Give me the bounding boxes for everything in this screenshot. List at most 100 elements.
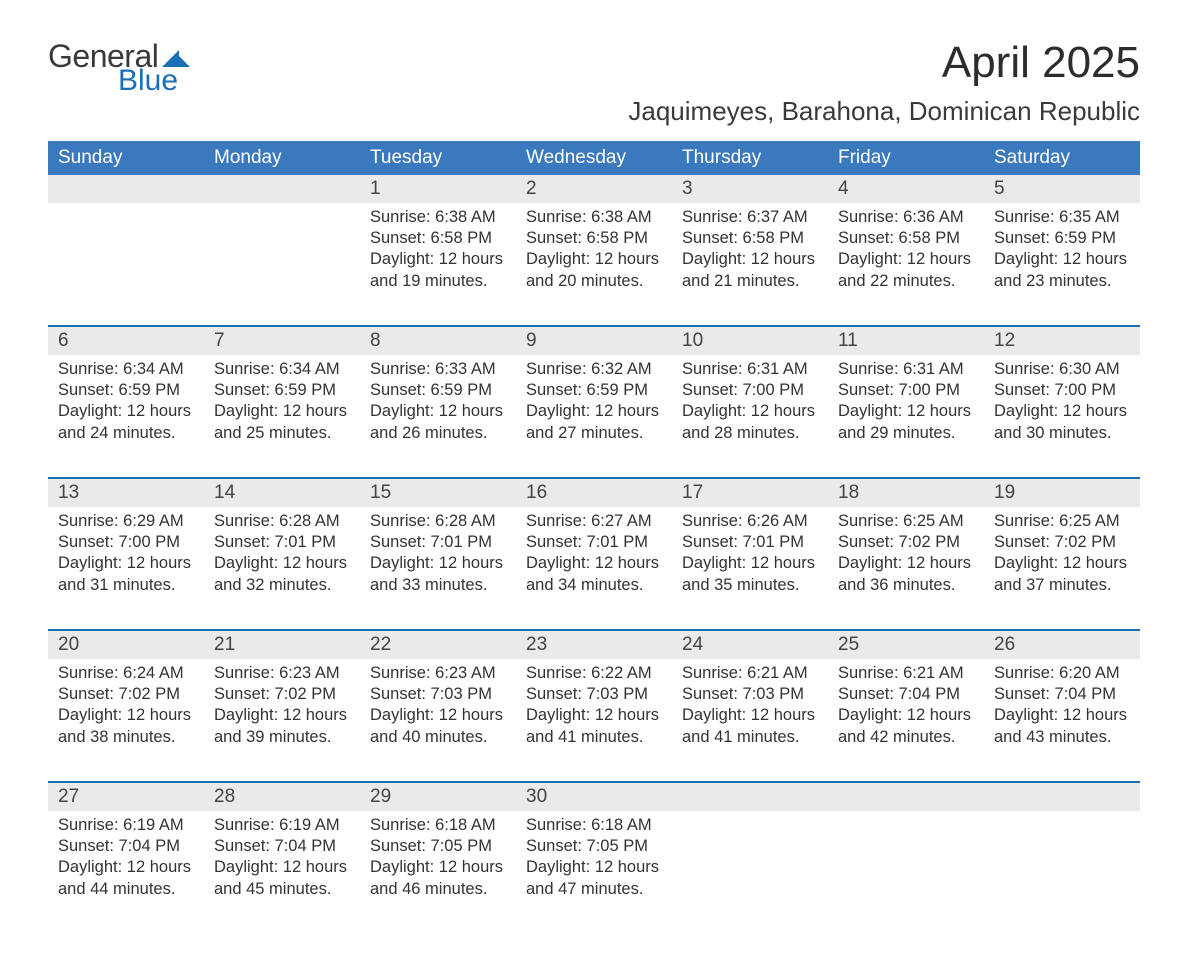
day-number: 13 xyxy=(48,479,204,507)
day-cell: Sunrise: 6:20 AMSunset: 7:04 PMDaylight:… xyxy=(984,659,1140,767)
daylight-line: Daylight: 12 hours and 19 minutes. xyxy=(370,249,506,291)
title-block: April 2025 Jaquimeyes, Barahona, Dominic… xyxy=(628,40,1140,141)
daylight-line: Daylight: 12 hours and 38 minutes. xyxy=(58,705,194,747)
sunset-line: Sunset: 7:01 PM xyxy=(370,532,506,553)
daylight-line: Daylight: 12 hours and 25 minutes. xyxy=(214,401,350,443)
sunrise-line: Sunrise: 6:34 AM xyxy=(214,359,350,380)
daybody-row: Sunrise: 6:34 AMSunset: 6:59 PMDaylight:… xyxy=(48,355,1140,463)
day-number: 1 xyxy=(360,175,516,203)
day-cell xyxy=(828,811,984,919)
daylight-line: Daylight: 12 hours and 30 minutes. xyxy=(994,401,1130,443)
daylight-line: Daylight: 12 hours and 31 minutes. xyxy=(58,553,194,595)
sunset-line: Sunset: 7:03 PM xyxy=(682,684,818,705)
weeks-container: 12345Sunrise: 6:38 AMSunset: 6:58 PMDayl… xyxy=(48,175,1140,919)
sunrise-line: Sunrise: 6:38 AM xyxy=(526,207,662,228)
daylight-line: Daylight: 12 hours and 20 minutes. xyxy=(526,249,662,291)
daylight-line: Daylight: 12 hours and 24 minutes. xyxy=(58,401,194,443)
day-cell: Sunrise: 6:29 AMSunset: 7:00 PMDaylight:… xyxy=(48,507,204,615)
sunrise-line: Sunrise: 6:19 AM xyxy=(214,815,350,836)
daylight-line: Daylight: 12 hours and 32 minutes. xyxy=(214,553,350,595)
dow-row: Sunday Monday Tuesday Wednesday Thursday… xyxy=(48,141,1140,175)
sunset-line: Sunset: 6:58 PM xyxy=(526,228,662,249)
sunrise-line: Sunrise: 6:36 AM xyxy=(838,207,974,228)
sunset-line: Sunset: 7:04 PM xyxy=(214,836,350,857)
sunrise-line: Sunrise: 6:23 AM xyxy=(370,663,506,684)
day-cell: Sunrise: 6:33 AMSunset: 6:59 PMDaylight:… xyxy=(360,355,516,463)
sunset-line: Sunset: 7:00 PM xyxy=(994,380,1130,401)
day-number: 29 xyxy=(360,783,516,811)
day-cell: Sunrise: 6:36 AMSunset: 6:58 PMDaylight:… xyxy=(828,203,984,311)
day-cell: Sunrise: 6:32 AMSunset: 6:59 PMDaylight:… xyxy=(516,355,672,463)
daylight-line: Daylight: 12 hours and 26 minutes. xyxy=(370,401,506,443)
daylight-line: Daylight: 12 hours and 34 minutes. xyxy=(526,553,662,595)
day-cell: Sunrise: 6:24 AMSunset: 7:02 PMDaylight:… xyxy=(48,659,204,767)
daylight-line: Daylight: 12 hours and 22 minutes. xyxy=(838,249,974,291)
day-cell xyxy=(672,811,828,919)
dow-thursday: Thursday xyxy=(672,141,828,175)
sunrise-line: Sunrise: 6:34 AM xyxy=(58,359,194,380)
sunset-line: Sunset: 7:02 PM xyxy=(58,684,194,705)
sunrise-line: Sunrise: 6:31 AM xyxy=(838,359,974,380)
week-row: 27282930Sunrise: 6:19 AMSunset: 7:04 PMD… xyxy=(48,781,1140,919)
day-number: 20 xyxy=(48,631,204,659)
sunrise-line: Sunrise: 6:21 AM xyxy=(838,663,974,684)
sunrise-line: Sunrise: 6:25 AM xyxy=(994,511,1130,532)
sunset-line: Sunset: 7:05 PM xyxy=(370,836,506,857)
sunset-line: Sunset: 7:00 PM xyxy=(682,380,818,401)
dow-saturday: Saturday xyxy=(984,141,1140,175)
day-cell: Sunrise: 6:38 AMSunset: 6:58 PMDaylight:… xyxy=(360,203,516,311)
day-cell: Sunrise: 6:21 AMSunset: 7:04 PMDaylight:… xyxy=(828,659,984,767)
sunset-line: Sunset: 7:02 PM xyxy=(838,532,974,553)
day-cell: Sunrise: 6:26 AMSunset: 7:01 PMDaylight:… xyxy=(672,507,828,615)
day-cell: Sunrise: 6:34 AMSunset: 6:59 PMDaylight:… xyxy=(204,355,360,463)
day-number: 2 xyxy=(516,175,672,203)
week-row: 13141516171819Sunrise: 6:29 AMSunset: 7:… xyxy=(48,477,1140,615)
day-number: 6 xyxy=(48,327,204,355)
day-cell: Sunrise: 6:23 AMSunset: 7:03 PMDaylight:… xyxy=(360,659,516,767)
sunrise-line: Sunrise: 6:28 AM xyxy=(370,511,506,532)
sunset-line: Sunset: 7:03 PM xyxy=(370,684,506,705)
day-number: 24 xyxy=(672,631,828,659)
sunset-line: Sunset: 6:59 PM xyxy=(526,380,662,401)
sunrise-line: Sunrise: 6:32 AM xyxy=(526,359,662,380)
sunset-line: Sunset: 7:00 PM xyxy=(838,380,974,401)
sunrise-line: Sunrise: 6:31 AM xyxy=(682,359,818,380)
day-number: 22 xyxy=(360,631,516,659)
daylight-line: Daylight: 12 hours and 40 minutes. xyxy=(370,705,506,747)
day-number: 4 xyxy=(828,175,984,203)
day-cell: Sunrise: 6:30 AMSunset: 7:00 PMDaylight:… xyxy=(984,355,1140,463)
sunrise-line: Sunrise: 6:19 AM xyxy=(58,815,194,836)
daybody-row: Sunrise: 6:29 AMSunset: 7:00 PMDaylight:… xyxy=(48,507,1140,615)
day-number: 17 xyxy=(672,479,828,507)
day-number: 8 xyxy=(360,327,516,355)
day-cell xyxy=(204,203,360,311)
week-row: 6789101112Sunrise: 6:34 AMSunset: 6:59 P… xyxy=(48,325,1140,463)
day-number xyxy=(984,783,1140,811)
daybody-row: Sunrise: 6:38 AMSunset: 6:58 PMDaylight:… xyxy=(48,203,1140,311)
sunset-line: Sunset: 6:59 PM xyxy=(994,228,1130,249)
daylight-line: Daylight: 12 hours and 37 minutes. xyxy=(994,553,1130,595)
day-number xyxy=(204,175,360,203)
sunrise-line: Sunrise: 6:21 AM xyxy=(682,663,818,684)
day-cell: Sunrise: 6:18 AMSunset: 7:05 PMDaylight:… xyxy=(516,811,672,919)
calendar: Sunday Monday Tuesday Wednesday Thursday… xyxy=(48,141,1140,919)
day-number: 7 xyxy=(204,327,360,355)
sunrise-line: Sunrise: 6:20 AM xyxy=(994,663,1130,684)
daylight-line: Daylight: 12 hours and 28 minutes. xyxy=(682,401,818,443)
day-number xyxy=(48,175,204,203)
daylight-line: Daylight: 12 hours and 43 minutes. xyxy=(994,705,1130,747)
day-number: 11 xyxy=(828,327,984,355)
day-number xyxy=(672,783,828,811)
sunset-line: Sunset: 6:59 PM xyxy=(58,380,194,401)
daynum-row: 20212223242526 xyxy=(48,631,1140,659)
daylight-line: Daylight: 12 hours and 33 minutes. xyxy=(370,553,506,595)
sunset-line: Sunset: 7:00 PM xyxy=(58,532,194,553)
daylight-line: Daylight: 12 hours and 46 minutes. xyxy=(370,857,506,899)
sunset-line: Sunset: 7:02 PM xyxy=(214,684,350,705)
sunset-line: Sunset: 7:04 PM xyxy=(994,684,1130,705)
sunrise-line: Sunrise: 6:27 AM xyxy=(526,511,662,532)
daynum-row: 6789101112 xyxy=(48,327,1140,355)
daylight-line: Daylight: 12 hours and 21 minutes. xyxy=(682,249,818,291)
sunrise-line: Sunrise: 6:28 AM xyxy=(214,511,350,532)
day-cell: Sunrise: 6:27 AMSunset: 7:01 PMDaylight:… xyxy=(516,507,672,615)
